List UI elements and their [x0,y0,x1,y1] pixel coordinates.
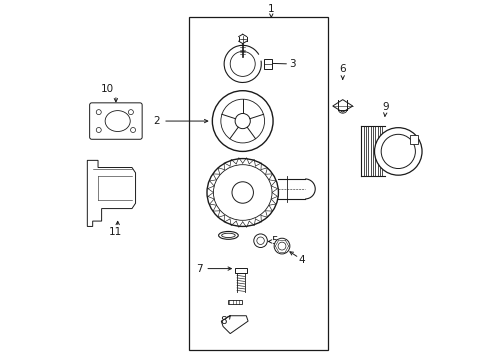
Polygon shape [87,160,135,226]
Ellipse shape [213,165,271,220]
Circle shape [128,110,133,114]
Bar [409,135,417,144]
Circle shape [256,237,264,244]
Text: 7: 7 [196,264,203,274]
Text: 2: 2 [153,116,160,126]
Ellipse shape [221,233,235,238]
Ellipse shape [206,158,278,226]
Text: 9: 9 [382,102,388,112]
Ellipse shape [218,231,238,239]
Text: 11: 11 [108,227,122,237]
Bar [235,268,246,273]
Bar [189,18,328,350]
Circle shape [381,134,414,168]
Circle shape [278,242,285,250]
Circle shape [235,113,250,129]
Circle shape [212,91,272,152]
Circle shape [221,99,264,143]
Text: 10: 10 [100,84,113,94]
Polygon shape [332,100,352,112]
Polygon shape [221,316,247,334]
Text: 5: 5 [270,237,277,247]
Text: 3: 3 [289,59,295,69]
FancyBboxPatch shape [89,103,142,139]
Text: 8: 8 [219,316,226,326]
Circle shape [274,238,289,254]
Text: 1: 1 [267,4,274,14]
Text: 4: 4 [298,255,305,265]
Bar [264,59,271,69]
Bar [228,300,242,304]
Text: 6: 6 [339,64,346,74]
Circle shape [374,128,421,175]
Circle shape [96,110,101,114]
Circle shape [253,234,267,248]
Circle shape [96,127,101,132]
Circle shape [130,127,135,132]
Circle shape [231,182,253,203]
Ellipse shape [105,111,130,131]
